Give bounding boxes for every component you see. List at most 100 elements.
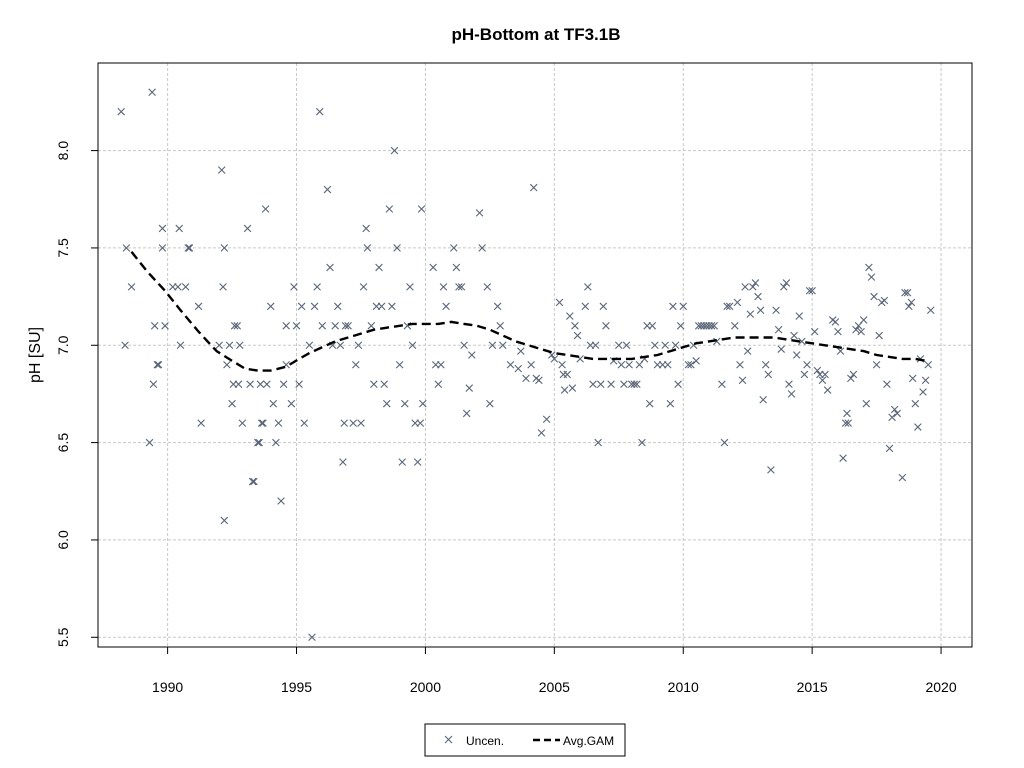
data-point	[759, 395, 767, 404]
data-point	[926, 306, 935, 315]
x-tick-label: 2005	[539, 679, 570, 695]
data-point	[434, 380, 443, 388]
data-point	[416, 419, 425, 427]
data-point	[341, 322, 350, 330]
data-point	[174, 283, 182, 291]
data-point	[885, 444, 894, 453]
data-point	[571, 322, 579, 330]
data-point	[780, 283, 788, 291]
data-point	[559, 370, 568, 379]
data-point	[354, 341, 363, 350]
y-tick-label: 6.5	[55, 433, 71, 453]
data-point	[924, 360, 932, 369]
x-tick-label: 1995	[281, 679, 312, 695]
data-point	[805, 286, 814, 295]
data-point	[844, 419, 853, 427]
data-point	[630, 380, 639, 388]
data-point	[282, 322, 290, 330]
data-point	[684, 360, 693, 369]
x-axis: 1990 1995 2000 2005 2010 2015 2020	[152, 647, 957, 695]
data-point	[517, 347, 525, 355]
data-point	[315, 107, 324, 116]
data-point	[349, 419, 358, 427]
data-point	[228, 399, 236, 408]
data-point	[774, 325, 783, 334]
data-point	[261, 205, 270, 213]
data-point	[336, 341, 345, 350]
data-point	[761, 360, 770, 369]
data-point	[870, 292, 878, 301]
legend: Uncen. Avg.GAM	[424, 723, 626, 757]
data-point	[847, 374, 855, 383]
data-point	[277, 497, 285, 505]
data-point	[323, 185, 332, 194]
data-point	[568, 384, 577, 392]
data-point	[736, 360, 744, 369]
data-point	[121, 341, 129, 350]
data-point	[297, 302, 306, 311]
legend-box	[424, 723, 626, 757]
data-point	[676, 322, 685, 330]
data-point	[385, 205, 394, 213]
data-point	[313, 283, 321, 291]
data-point	[615, 341, 623, 350]
data-point	[782, 279, 791, 287]
data-point	[272, 438, 280, 447]
data-point	[462, 409, 471, 418]
legend-marker-uncen	[444, 735, 453, 744]
data-point	[287, 399, 296, 408]
data-point	[883, 380, 891, 388]
data-point	[217, 166, 226, 174]
x-tick-label: 1990	[152, 679, 183, 695]
data-point	[455, 283, 463, 291]
data-point	[810, 327, 819, 336]
data-point	[862, 399, 871, 408]
data-point	[506, 360, 515, 369]
data-point	[733, 298, 742, 307]
avg-gam-line	[130, 251, 926, 372]
data-point	[875, 331, 883, 340]
data-point	[220, 244, 229, 252]
data-point	[522, 374, 530, 383]
chart-title: pH-Bottom at TF3.1B	[451, 25, 620, 44]
data-point	[234, 380, 243, 388]
data-point	[150, 322, 159, 330]
data-point	[821, 370, 829, 379]
data-point	[617, 360, 626, 369]
y-tick-label: 6.0	[55, 530, 71, 550]
data-point	[903, 288, 912, 297]
data-point	[148, 88, 156, 96]
data-point	[401, 399, 409, 408]
data-point	[651, 341, 659, 350]
data-point	[452, 263, 461, 272]
data-point	[475, 209, 484, 217]
data-point	[560, 386, 569, 394]
data-point	[339, 458, 347, 466]
y-tick-label: 8.0	[55, 141, 71, 161]
data-point	[911, 399, 920, 408]
data-point	[888, 413, 896, 422]
y-tick-label: 7.0	[55, 335, 71, 355]
data-point	[785, 380, 793, 388]
data-point	[406, 283, 414, 291]
data-point	[795, 312, 804, 320]
data-point	[620, 380, 628, 388]
data-point	[558, 360, 566, 369]
data-point	[527, 360, 535, 369]
data-point	[331, 322, 339, 330]
data-point	[921, 376, 930, 385]
data-point	[743, 347, 752, 355]
data-point	[710, 322, 718, 330]
data-point	[488, 341, 497, 350]
data-point	[813, 366, 822, 375]
data-point	[808, 286, 816, 295]
data-point	[154, 360, 163, 369]
data-point	[380, 380, 388, 388]
data-point	[266, 302, 275, 311]
data-point	[375, 263, 383, 272]
data-point	[340, 419, 349, 427]
data-point	[707, 322, 716, 330]
y-axis-label: pH [SU]	[27, 327, 44, 383]
data-point	[243, 224, 252, 233]
data-point	[478, 244, 486, 252]
